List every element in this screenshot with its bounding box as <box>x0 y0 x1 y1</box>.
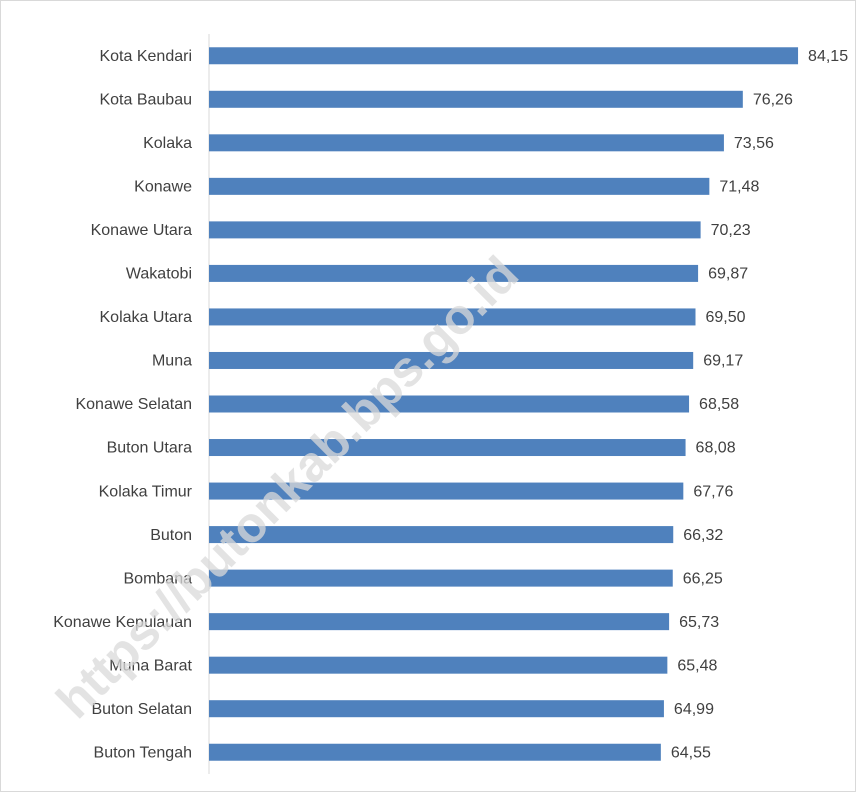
bar <box>209 743 661 761</box>
bar <box>209 395 690 413</box>
y-tick-label: Bombana <box>124 570 193 587</box>
bar <box>209 264 699 282</box>
value-label: 66,25 <box>683 570 723 587</box>
bar <box>209 439 686 457</box>
value-label: 73,56 <box>734 135 774 152</box>
y-tick-label: Muna <box>152 353 192 370</box>
bar <box>209 308 696 326</box>
bar <box>209 482 684 500</box>
y-tick-label: Kolaka Timur <box>99 483 193 500</box>
bar <box>209 351 694 369</box>
bar <box>209 47 799 65</box>
bar <box>209 90 743 108</box>
y-tick-label: Wakatobi <box>126 266 192 283</box>
bar <box>209 613 670 631</box>
y-tick-label: Konawe Selatan <box>75 396 192 413</box>
y-tick-label: Muna Barat <box>109 657 192 674</box>
value-label: 69,50 <box>706 309 746 326</box>
y-tick-label: Kolaka Utara <box>100 309 193 326</box>
y-tick-label: Konawe Utara <box>91 222 192 239</box>
y-tick-label: Kota Kendari <box>99 48 192 65</box>
value-label: 66,32 <box>683 527 723 544</box>
y-tick-label: Kolaka <box>143 135 192 152</box>
value-label: 67,76 <box>693 483 733 500</box>
y-tick-label: Kota Baubau <box>99 92 192 109</box>
value-label: 68,08 <box>696 440 736 457</box>
bar <box>209 526 674 544</box>
y-tick-label: Buton <box>150 527 192 544</box>
value-label: 69,87 <box>708 266 748 283</box>
value-label: 64,55 <box>671 744 711 761</box>
value-label: 76,26 <box>753 92 793 109</box>
bar <box>209 177 710 195</box>
value-label: 69,17 <box>703 353 743 370</box>
y-tick-label: Buton Tengah <box>94 744 192 761</box>
bar <box>209 569 673 587</box>
bar <box>209 221 701 239</box>
bar <box>209 656 668 674</box>
y-tick-label: Konawe Kepulauan <box>53 614 192 631</box>
y-tick-label: Buton Selatan <box>91 701 192 718</box>
value-label: 68,58 <box>699 396 739 413</box>
bar <box>209 700 664 718</box>
bar <box>209 134 724 152</box>
value-label: 71,48 <box>719 179 759 196</box>
value-label: 64,99 <box>674 701 714 718</box>
y-tick-label: Buton Utara <box>107 440 192 457</box>
value-label: 65,73 <box>679 614 719 631</box>
value-label: 84,15 <box>808 48 848 65</box>
value-label: 70,23 <box>711 222 751 239</box>
y-tick-label: Konawe <box>134 179 192 196</box>
value-label: 65,48 <box>677 657 717 674</box>
